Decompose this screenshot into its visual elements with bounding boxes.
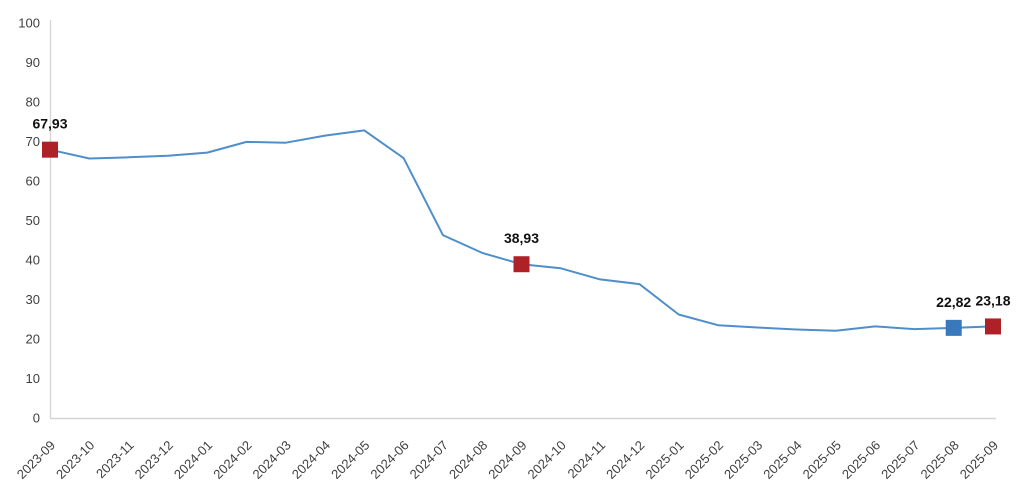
x-tick-label: 2023-12 — [132, 438, 176, 482]
markers-group — [42, 141, 1001, 336]
x-tick-label: 2024-11 — [565, 438, 609, 482]
x-tick-label: 2025-05 — [800, 438, 844, 482]
x-axis-labels: 2023-092023-102023-112023-122024-012024-… — [14, 438, 1001, 482]
x-tick-label: 2024-06 — [367, 438, 411, 482]
y-tick-label: 20 — [26, 332, 40, 347]
x-tick-label: 2024-07 — [407, 438, 451, 482]
marker-2024-09 — [513, 256, 530, 273]
x-tick-label: 2024-01 — [171, 438, 215, 482]
y-tick-label: 60 — [26, 174, 40, 189]
marker-2025-08 — [945, 319, 962, 336]
marker-2025-09 — [985, 318, 1001, 335]
x-tick-label: 2025-07 — [878, 438, 922, 482]
data-labels-group: 67,93 38,93 22,82 23,18 — [32, 116, 1010, 310]
x-tick-label: 2025-06 — [839, 438, 883, 482]
x-tick-label: 2024-10 — [525, 438, 569, 482]
y-tick-label: 80 — [26, 95, 40, 110]
x-tick-label: 2024-05 — [328, 438, 372, 482]
x-tick-label: 2023-10 — [53, 438, 97, 482]
y-tick-label: 70 — [26, 134, 40, 149]
y-tick-label: 0 — [33, 411, 40, 426]
x-tick-label: 2024-02 — [210, 438, 254, 482]
x-tick-label: 2024-03 — [250, 438, 294, 482]
x-tick-label: 2025-02 — [682, 438, 726, 482]
data-label-2024-09: 38,93 — [504, 230, 539, 246]
y-tick-label: 30 — [26, 292, 40, 307]
x-tick-label: 2024-04 — [289, 438, 333, 482]
data-label-2025-08: 22,82 — [936, 294, 971, 310]
x-tick-label: 2025-01 — [642, 438, 686, 482]
x-tick-label: 2024-09 — [485, 438, 529, 482]
x-tick-label: 2023-09 — [14, 438, 58, 482]
x-tick-label: 2023-11 — [93, 438, 137, 482]
x-tick-label: 2025-04 — [760, 438, 804, 482]
x-tick-label: 2025-09 — [957, 438, 1001, 482]
x-tick-label: 2025-08 — [917, 438, 961, 482]
data-label-2025-09: 23,18 — [975, 292, 1010, 308]
y-tick-label: 100 — [18, 16, 40, 31]
y-axis-labels: 0 10 20 30 40 50 60 70 80 90 100 — [18, 16, 40, 426]
marker-2023-09 — [42, 141, 58, 158]
x-tick-label: 2025-03 — [721, 438, 765, 482]
y-tick-label: 40 — [26, 253, 40, 268]
x-tick-label: 2024-08 — [446, 438, 490, 482]
y-tick-label: 50 — [26, 213, 40, 228]
x-tick-label: 2024-12 — [603, 438, 647, 482]
y-tick-label: 10 — [26, 371, 40, 386]
y-tick-label: 90 — [26, 55, 40, 70]
data-label-2023-09: 67,93 — [32, 116, 67, 132]
axes — [49, 20, 996, 420]
